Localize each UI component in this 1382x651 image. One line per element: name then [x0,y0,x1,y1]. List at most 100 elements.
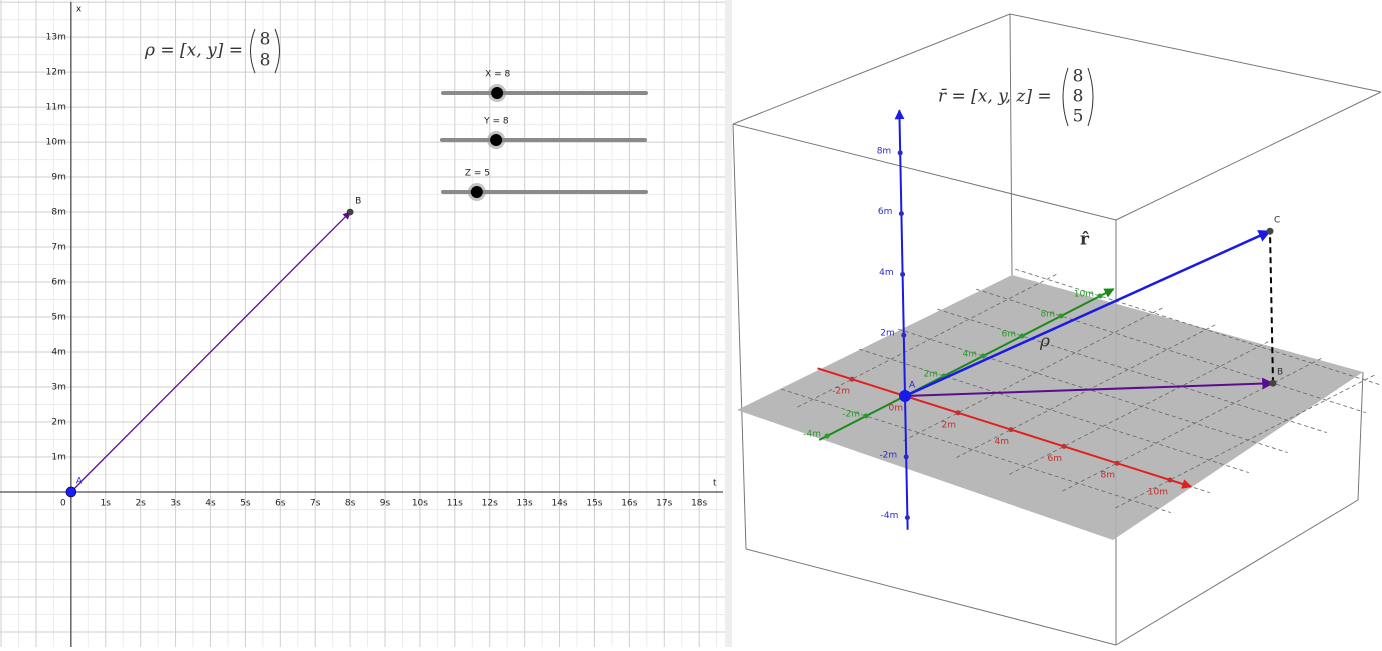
x-tick-label: 2s [135,498,146,508]
axis-tick-label: 4m [879,268,894,278]
x-tick-label: 16s [621,498,637,508]
x-tick-label: 0 [60,498,66,508]
axis-tick-label: -2m [842,410,860,420]
x-tick-label: 1s [101,498,112,508]
matrix-entry: 8 [260,30,271,50]
axis-tick [824,433,830,439]
graphics-2d: 0 1s 2s 3s 4s 5s 6s 7s 8s 9s 10s 11s 12s 13s 14s 15s 16s… [0,0,725,647]
formula-text: r̄ = [x, y, z] = [938,87,1052,107]
axis-tick-label: 8m [877,146,892,156]
vector-label: ρ [1039,332,1050,352]
x-tick-label: 18s [691,498,707,508]
axis-tick [1114,460,1120,466]
x-tick-label: 5s [240,498,251,508]
axis-tick-label: 4m [995,437,1010,447]
matrix-entry: 8 [1073,67,1084,87]
point[interactable] [346,208,354,216]
axis-tick [1058,313,1064,319]
axis-tick [955,410,961,416]
x-tick-label: 14s [551,498,567,508]
y-tick-label: 7m [51,243,66,253]
y-tick-label: 6m [51,278,66,288]
vector-r-3d [904,230,1272,398]
axis-tick-label: 6m [1048,454,1063,464]
axis-tick-label: 2m [942,420,957,430]
axis-tick [900,271,906,277]
y-tick-label: 5m [51,313,66,323]
axis-tick-label: -4m [803,430,821,440]
y-tick-label: 9m [51,173,66,183]
axis-tick [1008,427,1014,433]
x-tick-label: 3s [170,498,181,508]
vector-label: r̂ [1080,230,1090,250]
x-tick-label: 11s [447,498,463,508]
matrix-entry: 8 [1073,87,1084,107]
vector-rho [70,211,351,493]
y-tick-label: 12m [46,68,66,78]
y-tick-label: 2m [51,418,66,428]
plane-grid [976,288,1366,413]
point-label-3d: C [1274,216,1280,226]
axis-tick-label: 4m [963,350,978,360]
axis-tick-label: 0m [889,404,904,414]
x-tick-label: 17s [656,498,672,508]
point-label: B [355,197,361,207]
axis-tick [904,515,910,521]
plane-grid [898,328,1288,453]
divider[interactable] [725,0,732,647]
axis-tick [1061,443,1067,449]
point-3d[interactable] [1266,227,1274,235]
matrix-paren [1062,67,1094,127]
axis-tick-label: 6m [878,207,893,217]
x-tick-label: 12s [482,498,498,508]
axis-tick [1019,333,1025,339]
axis-tick-label: 10m [1074,290,1094,300]
plane-grid [781,388,1171,513]
point[interactable] [65,486,77,498]
slider-knob[interactable] [490,134,503,146]
x-tick-label: 4s [205,498,216,508]
x-tick-label: 10s [412,498,428,508]
y-tick-label: 8m [51,208,66,218]
matrix-entry: 8 [260,51,271,71]
point-label: A [76,476,83,486]
x-tick-label: 7s [310,498,321,508]
matrix-paren [250,28,280,74]
axis-tick [903,454,909,460]
slider-knob[interactable] [491,87,504,99]
y-axis-label: x [76,5,82,15]
slider-label: Y = 8 [483,117,509,127]
axis-tick-label: -4m [881,511,899,521]
point-label-3d: A [909,381,916,391]
axis-tick-label: -2m [879,450,897,460]
y-tick-label: 11m [46,103,66,113]
vector-rho-3d [904,377,1275,397]
axis-tick [898,211,904,217]
point-3d[interactable] [899,390,911,402]
y-tick-label: 4m [51,348,66,358]
axis-tick-label: 2m [880,329,895,339]
x-tick-label: 13s [517,498,533,508]
axis-tick-label: 6m [1002,330,1017,340]
axis-tick [980,353,986,359]
slider-knob[interactable] [470,186,483,198]
axis-tick-label: 8m [1101,471,1116,481]
x-axis-label: t [713,478,717,488]
x-tick-label: 8s [345,498,356,508]
y-tick-label: 10m [46,138,66,148]
x-axis-3d [817,367,1193,489]
y-tick-label: 1m [51,452,66,462]
axis-tick [901,332,907,338]
axis-tick [897,150,903,156]
plane-grid [1015,268,1382,386]
projection-line [1269,231,1274,384]
point-3d[interactable] [1269,379,1277,387]
point-label-3d: B [1277,368,1283,378]
z-axis-3d [894,109,909,530]
axis-tick [1097,293,1103,299]
matrix-entry: 5 [1073,107,1084,127]
slider-label: Z = 5 [465,169,490,179]
x-tick-label: 15s [586,498,602,508]
